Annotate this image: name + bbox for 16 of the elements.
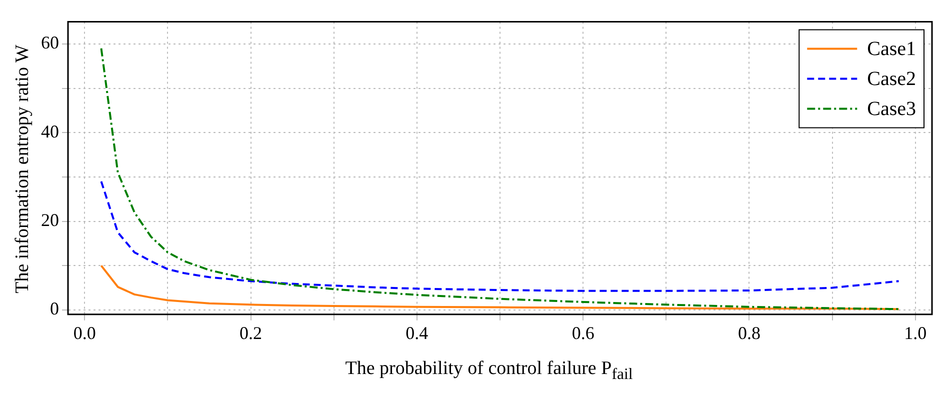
line-series [100,180,900,292]
y-tick-label: 0 [50,298,59,319]
x-axis-title: The probability of control failure P$_{fail}$ [344,358,634,384]
x-tick-label: 0.0 [73,322,96,343]
x-tick-label: 0.6 [572,322,594,343]
y-tick-label: 60 [41,32,59,53]
x-tick-label: 0.4 [406,322,428,343]
y-tick-label: 20 [41,210,59,230]
y-axis-title: The information entropy ratio W [12,44,34,296]
x-tick-label: 1.0 [904,322,927,343]
y-tick-label: 40 [41,121,59,142]
x-tick-label: 0.8 [738,322,760,343]
legend-label: Case2 [867,68,916,90]
legend-label: Case1 [867,38,916,60]
x-tick-label: 0.2 [240,322,262,343]
legend-label: Case3 [867,98,916,120]
